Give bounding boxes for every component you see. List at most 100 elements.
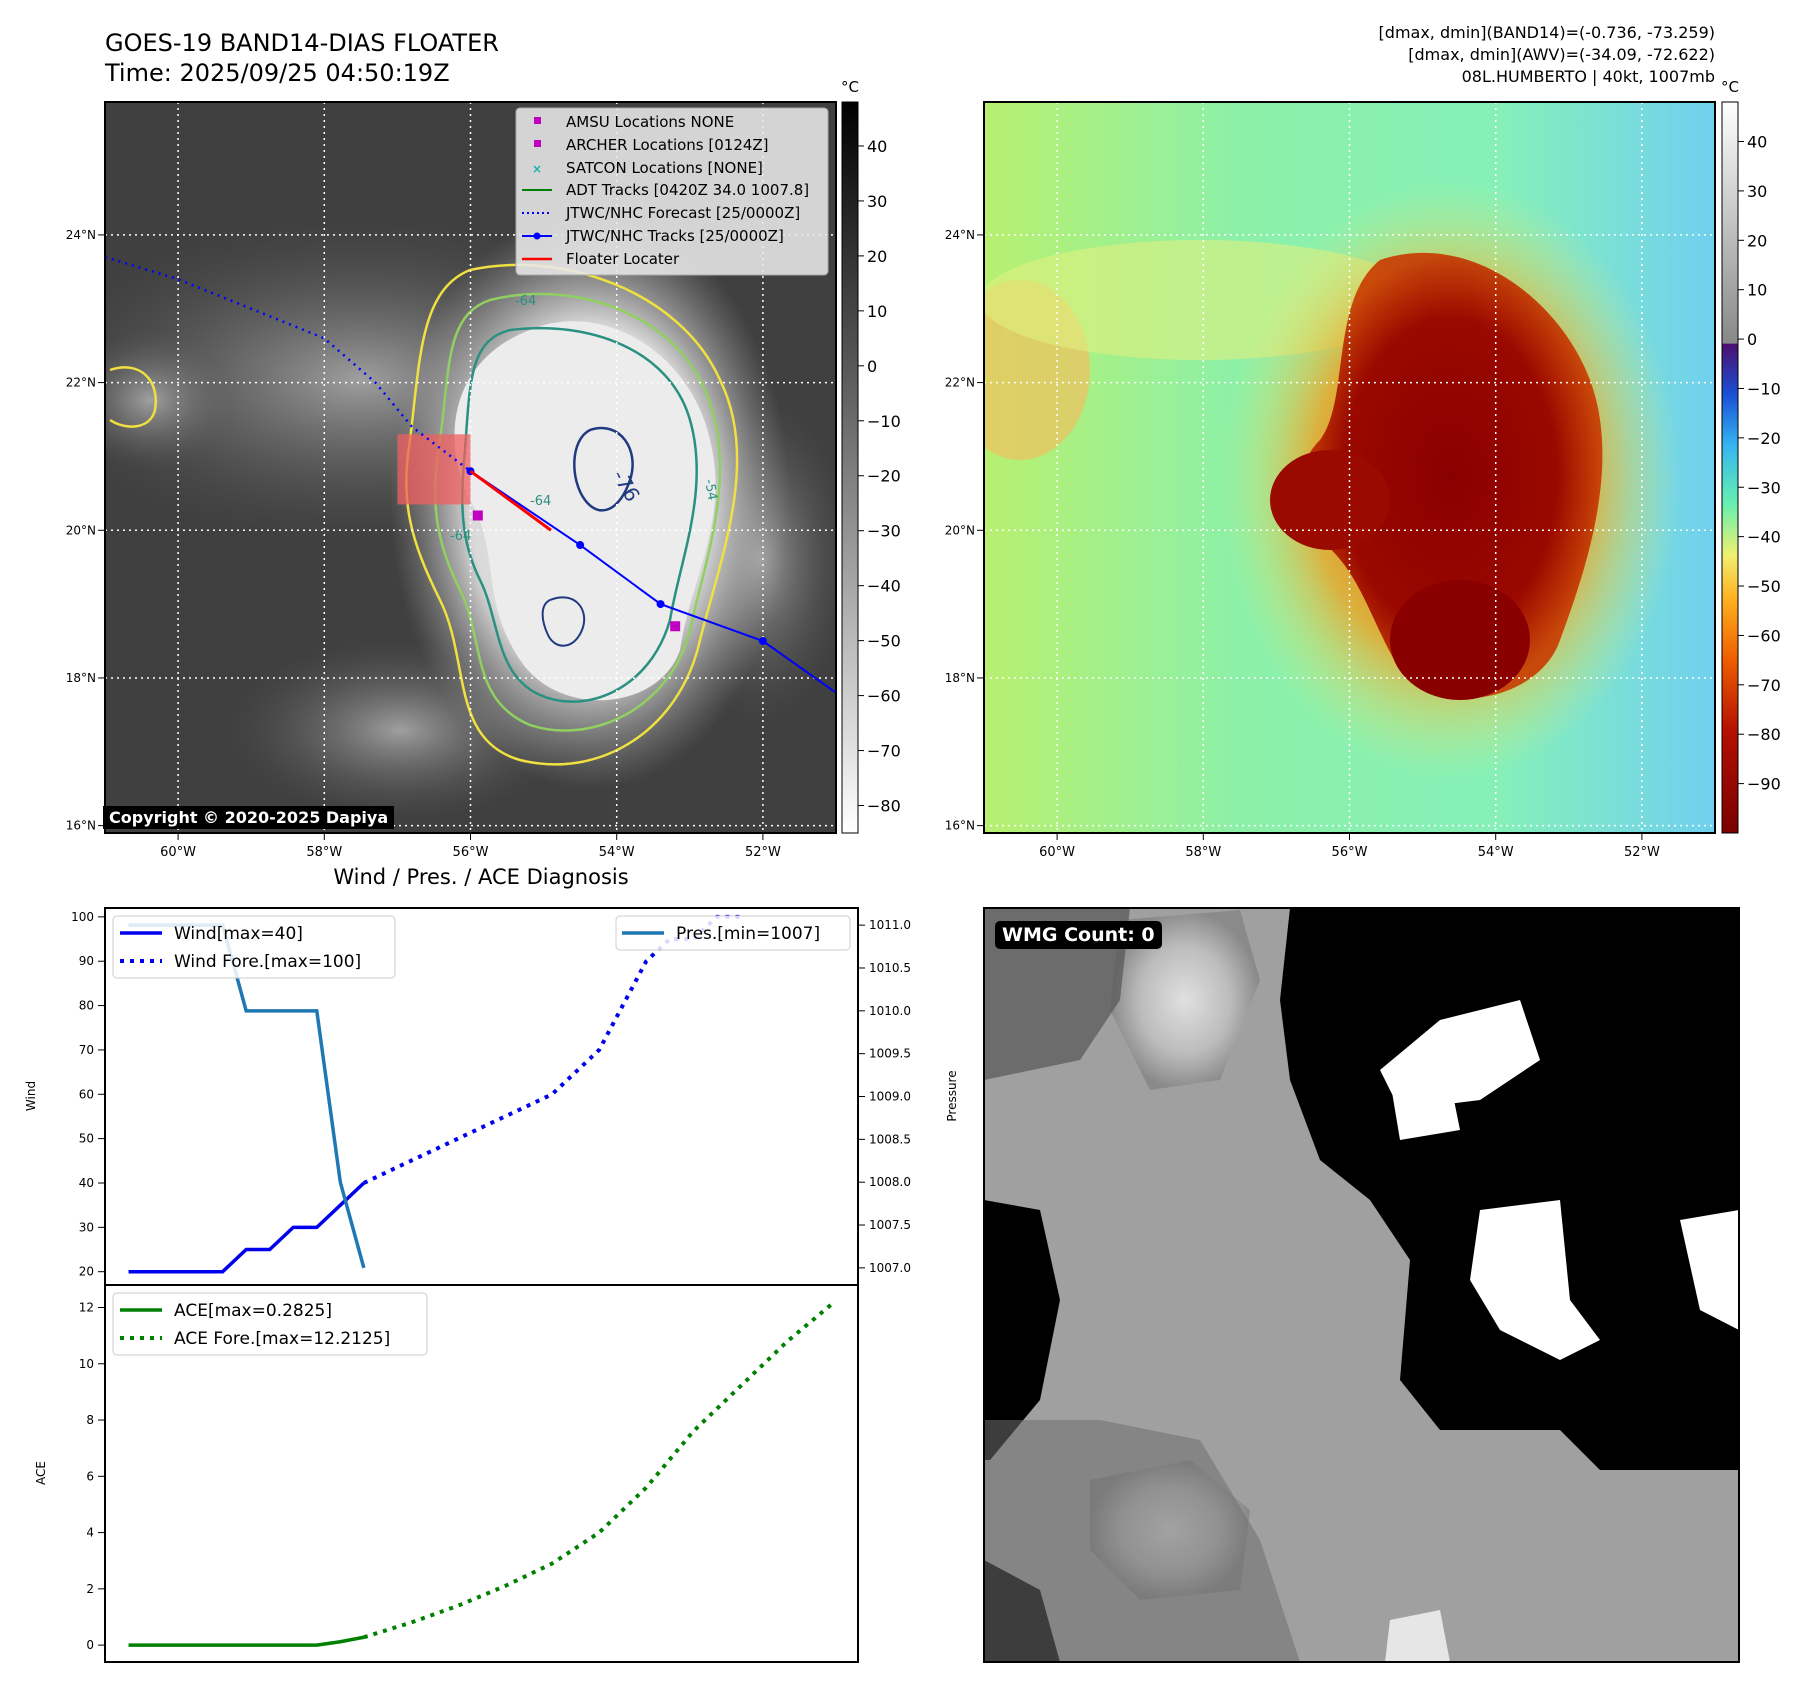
color-gridlines xyxy=(984,102,1715,833)
legend-entry: JTWC/NHC Forecast [25/0000Z] xyxy=(565,204,800,222)
colorbar-tick-label: −40 xyxy=(1747,528,1781,547)
ir-cloud-west xyxy=(105,330,240,470)
legend-entry: ARCHER Locations [0124Z] xyxy=(566,136,769,154)
wind-ytick-label: 30 xyxy=(79,1220,94,1234)
track-point xyxy=(656,600,665,609)
tick-label-lon: 58°W xyxy=(306,845,342,860)
pressure-ytick-label: 1007.0 xyxy=(869,1261,911,1275)
pressure-ytick-label: 1008.5 xyxy=(869,1132,911,1146)
tick-label-lat: 22°N xyxy=(66,376,96,390)
color-west-band xyxy=(1270,450,1390,550)
ace-ytick-label: 10 xyxy=(79,1357,94,1371)
wind-ytick-label: 60 xyxy=(79,1087,94,1101)
ace-ytick-label: 2 xyxy=(86,1582,94,1596)
satcon-marker: × xyxy=(532,162,542,176)
pressure-yticks: 1011.0 1010.5 1010.0 1009.5 1009.0 1008.5 1008… xyxy=(858,918,911,1275)
ace-yticks: 12 10 8 6 4 2 0 xyxy=(79,1301,105,1652)
stats-band14: [dmax, dmin](BAND14)=(-0.736, -73.259) xyxy=(1379,23,1715,42)
ace-panel: ACE 12 10 8 6 4 2 0 ACE[max=0.2825] ACE Fore.[… xyxy=(34,1284,859,1663)
color-map-panel: 60°W 58°W 56°W 54°W 52°W 24°N 22°N 20°N 18°N 16°N… xyxy=(945,78,1781,860)
wind-legend-box xyxy=(112,915,396,979)
diagnosis-title: Wind / Pres. / ACE Diagnosis xyxy=(333,865,628,889)
copyright-notice: Copyright © 2020-2025 Dapiya xyxy=(103,806,395,829)
colorbar-tick-label: −30 xyxy=(867,522,901,541)
colorbar-tick-label: −70 xyxy=(1747,676,1781,695)
colorbar-tick-label: −20 xyxy=(1747,429,1781,448)
colorbar-tick-label: 40 xyxy=(1747,133,1767,152)
legend-entry: AMSU Locations NONE xyxy=(566,113,734,131)
gray-colorbar-ticks: 40 30 20 10 0 −10 −20 −30 −40 −50 −60 −70 −80 xyxy=(858,137,901,816)
contour-navy-2 xyxy=(541,596,586,647)
wmg-light-north xyxy=(1110,910,1260,1090)
wind-series-line xyxy=(128,1181,366,1274)
colorbar-tick-label: −40 xyxy=(867,577,901,596)
wind-ytick-label: 80 xyxy=(79,999,94,1013)
amsu-marker xyxy=(534,117,541,124)
stats-awv: [dmax, dmin](AWV)=(-34.09, -72.622) xyxy=(1408,45,1715,64)
ir-axis-ticks: 60°W 58°W 56°W 54°W 52°W 24°N 22°N 20°N 18°N 16°N xyxy=(66,228,781,860)
legend-entry: JTWC/NHC Tracks [25/0000Z] xyxy=(565,227,784,245)
ace-ytick-label: 8 xyxy=(86,1413,94,1427)
ace-ytick-label: 4 xyxy=(86,1526,94,1540)
wind-ytick-label: 40 xyxy=(79,1176,94,1190)
tick-label-lat: 20°N xyxy=(66,523,96,537)
wmg-dark-region-ne xyxy=(1280,908,1739,1470)
tick-label-lat: 18°N xyxy=(66,671,96,685)
ir-storm-core xyxy=(454,321,716,701)
tick-label-lon: 56°W xyxy=(1332,845,1368,860)
ace-ytick-label: 12 xyxy=(79,1301,94,1315)
ir-legend: AMSU Locations NONE ARCHER Locations [01… xyxy=(515,107,829,276)
legend-entry: Floater Locater xyxy=(566,250,680,268)
contour-label: -54 xyxy=(701,478,719,502)
pressure-legend: Pres.[min=1007] xyxy=(615,915,851,951)
tick-label-lat: 16°N xyxy=(945,819,975,833)
colorbar-tick-label: −80 xyxy=(867,797,901,816)
ace-legend-label: ACE[max=0.2825] xyxy=(174,1301,332,1321)
ace-series-line xyxy=(128,1635,365,1647)
enhanced-colorbar-ticks: 40 30 20 10 0 −10 −20 −30 −40 −50 −60 −70 −80 −90 xyxy=(1738,133,1781,794)
tick-label-lon: 52°W xyxy=(745,845,781,860)
track-legend-dot xyxy=(533,232,541,240)
colorbar-tick-label: −80 xyxy=(1747,725,1781,744)
coastal-yellow-west xyxy=(109,366,158,428)
colorbar-tick-label: −30 xyxy=(1747,478,1781,497)
tick-label-lon: 54°W xyxy=(1478,845,1514,860)
wmg-frame xyxy=(983,907,1740,1663)
legend-entry: ADT Tracks [0420Z 34.0 1007.8] xyxy=(566,181,809,199)
pressure-legend-box xyxy=(615,915,851,951)
contour-navy xyxy=(573,426,634,512)
ace-forecast-series-line xyxy=(363,1300,836,1640)
storm-info: 08L.HUMBERTO | 40kt, 1007mb xyxy=(1462,67,1715,86)
figure-time: Time: 2025/09/25 04:50:19Z xyxy=(104,59,450,87)
tick-label-lon: 54°W xyxy=(599,845,635,860)
wmg-white-blob-4 xyxy=(1680,1210,1739,1330)
pressure-ytick-label: 1009.0 xyxy=(869,1090,911,1104)
ace-legend-box xyxy=(112,1292,428,1356)
colorbar-tick-label: −70 xyxy=(867,742,901,761)
wind-ytick-label: 90 xyxy=(79,954,94,968)
wind-yticks: 100 90 80 70 60 50 40 30 20 xyxy=(71,910,105,1279)
ace-ytick-label: 6 xyxy=(86,1469,94,1483)
enhanced-colorbar xyxy=(1721,101,1739,834)
wmg-midgray-sw xyxy=(984,1420,1300,1662)
ace-ytick-label: 0 xyxy=(86,1638,94,1652)
archer-marker xyxy=(534,140,541,147)
contour-label: -64 xyxy=(450,529,471,544)
colorbar-tick-label: 40 xyxy=(867,137,887,156)
tick-label-lat: 20°N xyxy=(945,523,975,537)
floater-box xyxy=(397,434,471,505)
wind-ytick-label: 20 xyxy=(79,1265,94,1279)
tick-label-lat: 16°N xyxy=(66,819,96,833)
colorbar-tick-label: 20 xyxy=(1747,231,1767,250)
tick-label-lon: 56°W xyxy=(453,845,489,860)
wmg-white-blob-2 xyxy=(1470,1200,1600,1360)
colorbar-tick-label: 20 xyxy=(867,247,887,266)
track-point xyxy=(576,541,585,550)
tick-label-lat: 24°N xyxy=(66,228,96,242)
pressure-ytick-label: 1010.0 xyxy=(869,1004,911,1018)
colorbar-tick-label: 0 xyxy=(1747,330,1757,349)
gray-colorbar xyxy=(841,101,859,834)
legend-box xyxy=(515,107,829,276)
wmg-darkgray-north xyxy=(984,908,1130,1080)
